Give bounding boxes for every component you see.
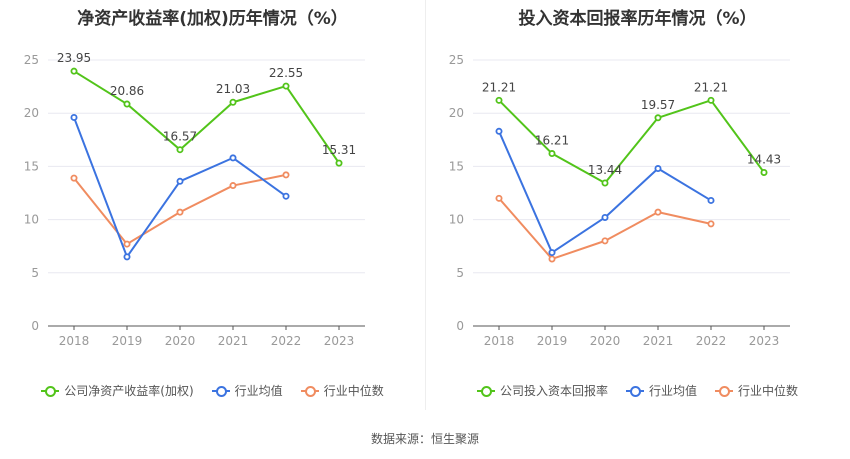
x-tick-label: 2022 bbox=[271, 334, 302, 348]
data-label: 15.31 bbox=[322, 143, 356, 157]
data-point bbox=[654, 114, 662, 122]
data-point bbox=[760, 168, 768, 176]
roe-chart-legend: 公司净资产收益率(加权) 行业均值 行业中位数 bbox=[0, 382, 425, 399]
data-point bbox=[601, 237, 609, 245]
data-label: 21.21 bbox=[482, 80, 516, 94]
roic-chart-title: 投入资本回报率历年情况（%） bbox=[518, 9, 757, 29]
legend-label: 行业均值 bbox=[648, 384, 697, 398]
data-point bbox=[335, 159, 343, 167]
series-line bbox=[498, 99, 765, 184]
y-tick-label: 10 bbox=[449, 213, 464, 227]
data-label: 20.86 bbox=[110, 84, 144, 98]
roe-chart-title: 净资产收益率(加权)历年情况（%） bbox=[77, 9, 348, 29]
data-point bbox=[495, 96, 503, 104]
data-point bbox=[70, 113, 78, 121]
x-tick-label: 2018 bbox=[59, 334, 90, 348]
legend-label: 行业中位数 bbox=[738, 384, 799, 398]
legend-item-industry-avg[interactable]: 行业均值 bbox=[211, 382, 283, 399]
x-tick-label: 2022 bbox=[696, 334, 727, 348]
data-point bbox=[654, 165, 662, 173]
legend-label: 公司投入资本回报率 bbox=[499, 384, 608, 398]
data-label: 21.21 bbox=[694, 80, 728, 94]
data-point bbox=[123, 240, 131, 248]
y-tick-label: 0 bbox=[31, 319, 39, 333]
legend-line-marker-icon bbox=[300, 385, 319, 397]
data-point bbox=[707, 96, 715, 104]
x-tick-label: 2023 bbox=[749, 334, 780, 348]
data-point bbox=[601, 213, 609, 221]
data-point bbox=[229, 182, 237, 190]
roic-chart-plot: 0 5 10 15 20 25 2018 2019 2020 2021 2022 2023 21.21 1… bbox=[449, 53, 790, 348]
data-point bbox=[176, 177, 184, 185]
data-label: 19.57 bbox=[641, 98, 675, 112]
y-tick-label: 10 bbox=[24, 213, 39, 227]
legend-line-marker-icon bbox=[41, 385, 60, 397]
legend-label: 公司净资产收益率(加权) bbox=[64, 384, 194, 398]
data-point bbox=[229, 98, 237, 106]
y-tick-label: 25 bbox=[24, 53, 39, 67]
legend-line-marker-icon bbox=[625, 385, 644, 397]
data-point bbox=[176, 208, 184, 216]
legend-label: 行业中位数 bbox=[323, 384, 384, 398]
legend-item-company-roic[interactable]: 公司投入资本回报率 bbox=[476, 382, 608, 399]
data-point bbox=[282, 82, 290, 90]
y-tick-label: 0 bbox=[456, 319, 464, 333]
legend-line-marker-icon bbox=[476, 385, 495, 397]
data-point bbox=[654, 208, 662, 216]
y-tick-label: 20 bbox=[449, 106, 464, 120]
y-tick-label: 15 bbox=[449, 159, 464, 173]
y-tick-label: 5 bbox=[31, 266, 39, 280]
data-point bbox=[707, 196, 715, 204]
data-point bbox=[548, 255, 556, 263]
legend-item-industry-median[interactable]: 行业中位数 bbox=[715, 382, 798, 399]
roic-chart-panel: 投入资本回报率历年情况（%） 0 5 10 15 20 25 2018 2019 2020 202… bbox=[425, 0, 850, 410]
data-point bbox=[176, 146, 184, 154]
data-point bbox=[282, 171, 290, 179]
x-tick-label: 2020 bbox=[590, 334, 621, 348]
x-tick-label: 2021 bbox=[218, 334, 249, 348]
data-point bbox=[123, 100, 131, 108]
y-tick-label: 25 bbox=[449, 53, 464, 67]
legend-line-marker-icon bbox=[715, 385, 733, 397]
data-point bbox=[601, 179, 609, 187]
data-point bbox=[495, 194, 503, 202]
series-line bbox=[498, 197, 712, 260]
y-tick-label: 20 bbox=[24, 106, 39, 120]
data-label: 22.55 bbox=[269, 66, 303, 80]
data-label: 13.44 bbox=[588, 163, 622, 177]
data-label: 14.43 bbox=[747, 152, 781, 166]
data-point bbox=[707, 220, 715, 228]
y-tick-label: 5 bbox=[456, 266, 464, 280]
legend-item-company-roe[interactable]: 公司净资产收益率(加权) bbox=[41, 382, 194, 399]
panel-divider bbox=[425, 0, 426, 410]
x-tick-label: 2021 bbox=[643, 334, 674, 348]
x-tick-label: 2019 bbox=[537, 334, 568, 348]
data-label: 16.57 bbox=[163, 130, 197, 144]
legend-item-industry-avg[interactable]: 行业均值 bbox=[625, 382, 697, 399]
data-label: 21.03 bbox=[216, 82, 250, 96]
roic-chart-legend: 公司投入资本回报率 行业均值 行业中位数 bbox=[425, 382, 850, 399]
data-point bbox=[70, 174, 78, 182]
x-tick-label: 2023 bbox=[324, 334, 355, 348]
data-point bbox=[70, 67, 78, 75]
data-point bbox=[548, 150, 556, 158]
data-point bbox=[548, 249, 556, 257]
roe-chart-panel: 净资产收益率(加权)历年情况（%） 0 5 10 15 20 25 2018 2019 2020… bbox=[0, 0, 425, 410]
x-tick-label: 2018 bbox=[484, 334, 515, 348]
y-tick-label: 15 bbox=[24, 159, 39, 173]
data-source-note: 数据来源：恒生聚源 bbox=[370, 432, 479, 446]
legend-item-industry-median[interactable]: 行业中位数 bbox=[300, 382, 384, 399]
data-point bbox=[229, 154, 237, 162]
data-point bbox=[123, 253, 131, 261]
series-line bbox=[73, 70, 340, 164]
x-tick-label: 2020 bbox=[165, 334, 196, 348]
legend-line-marker-icon bbox=[211, 385, 230, 397]
data-point bbox=[495, 127, 503, 135]
x-tick-label: 2019 bbox=[112, 334, 143, 348]
data-point bbox=[282, 192, 290, 200]
legend-label: 行业均值 bbox=[234, 384, 283, 398]
data-label: 16.21 bbox=[535, 134, 569, 148]
roe-chart-plot: 0 5 10 15 20 25 2018 2019 2020 2021 2022 2023 23.95 2… bbox=[24, 51, 365, 348]
data-label: 23.95 bbox=[57, 51, 91, 65]
